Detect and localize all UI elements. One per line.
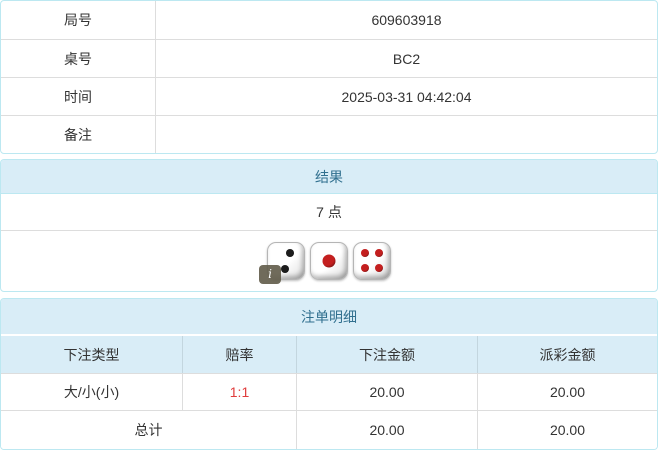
table-number-value: BC2 <box>392 50 421 67</box>
payout-amount-value: 20.00 <box>549 384 586 400</box>
table-number-label: 桌号 <box>1 40 156 77</box>
bets-header-row: 下注类型 赔率 下注金额 派彩金额 <box>1 336 657 374</box>
die-pip <box>375 264 384 273</box>
total-payout-amount: 20.00 <box>549 422 586 438</box>
round-info-panel: 局号 609603918 桌号 BC2 时间 2025-03-31 04:42:… <box>0 0 658 154</box>
dice-info-badge[interactable]: i <box>259 265 281 284</box>
die-1-face-2: i <box>259 242 305 284</box>
bet-type-value: 大/小(小) <box>1 374 183 410</box>
bet-odds-value: 1:1 <box>183 374 297 410</box>
die-3-face-4 <box>353 242 391 280</box>
die-2-face-1 <box>310 242 348 280</box>
round-number-value: 609603918 <box>371 12 442 28</box>
die-pip <box>285 248 294 257</box>
dice-row: i <box>1 231 657 291</box>
col-header-odds: 赔率 <box>183 336 297 373</box>
result-heading: 结果 <box>1 160 657 194</box>
total-bet-amount: 20.00 <box>297 411 478 449</box>
remark-label: 备注 <box>1 116 156 153</box>
remark-row: 备注 <box>1 115 657 153</box>
col-header-bet-amount: 下注金额 <box>297 336 478 373</box>
total-label: 总计 <box>1 411 297 449</box>
die-pip <box>375 249 384 258</box>
result-panel: 结果 7 点 i <box>0 159 658 292</box>
result-points: 7 点 <box>1 194 657 231</box>
table-number-row: 桌号 BC2 <box>1 39 657 77</box>
die-pip <box>280 264 289 273</box>
bet-details-panel: 注单明细 下注类型 赔率 下注金额 派彩金额 大/小(小) 1:1 20.00 … <box>0 298 658 450</box>
col-header-payout-amount: 派彩金额 <box>539 346 596 363</box>
round-number-row: 局号 609603918 <box>1 1 657 39</box>
die-pip <box>360 264 369 273</box>
col-header-bet-type: 下注类型 <box>1 336 183 373</box>
time-value: 2025-03-31 04:42:04 <box>341 88 472 105</box>
round-number-label: 局号 <box>1 1 156 39</box>
die-pip <box>322 254 336 268</box>
bet-row: 大/小(小) 1:1 20.00 20.00 <box>1 374 657 411</box>
total-row: 总计 20.00 20.00 <box>1 411 657 449</box>
bet-amount-value: 20.00 <box>297 374 478 410</box>
bet-details-heading: 注单明细 <box>1 299 657 336</box>
time-row: 时间 2025-03-31 04:42:04 <box>1 77 657 115</box>
time-label: 时间 <box>1 78 156 115</box>
die-pip <box>360 249 369 258</box>
